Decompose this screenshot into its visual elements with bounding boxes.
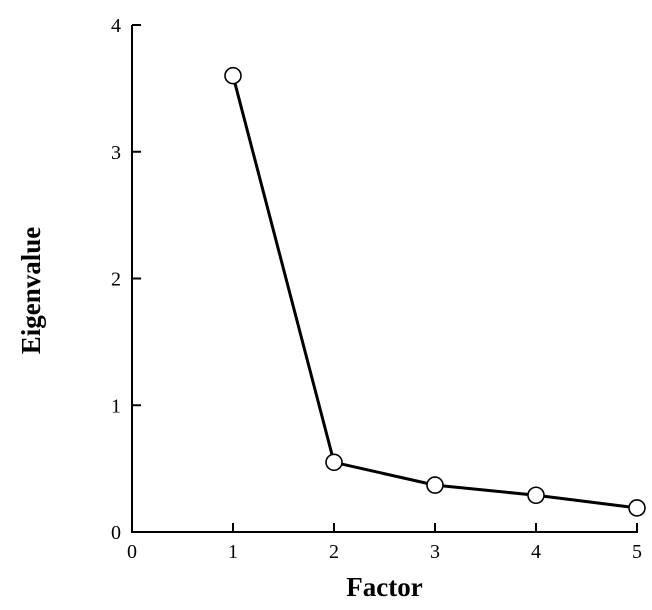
- data-point: [224, 66, 242, 85]
- x-tick-label: 2: [329, 541, 339, 563]
- axes: [131, 25, 638, 533]
- data-point: [628, 499, 646, 517]
- y-tick-label: 3: [111, 142, 121, 164]
- x-ticks: 0 1 2 3 4 5: [127, 523, 642, 563]
- x-tick-label: 5: [632, 541, 642, 563]
- x-tick-label: 0: [127, 541, 137, 563]
- data-point: [426, 476, 444, 494]
- x-tick-label: 1: [228, 541, 238, 563]
- data-point: [325, 453, 343, 472]
- data-point: [527, 486, 545, 505]
- y-tick-label: 2: [111, 269, 121, 291]
- y-ticks: 0 1 2 3 4: [111, 15, 141, 544]
- x-tick-label: 3: [430, 541, 440, 563]
- y-tick-label: 1: [111, 395, 121, 417]
- x-tick-label: 4: [531, 541, 541, 563]
- y-tick-label: 4: [111, 15, 121, 37]
- y-tick-label: 0: [111, 522, 121, 544]
- series-line: [231, 75, 638, 510]
- series-layer: [224, 66, 646, 517]
- y-axis-title: Eigenvalue: [16, 227, 46, 355]
- x-axis-title: Factor: [346, 572, 422, 602]
